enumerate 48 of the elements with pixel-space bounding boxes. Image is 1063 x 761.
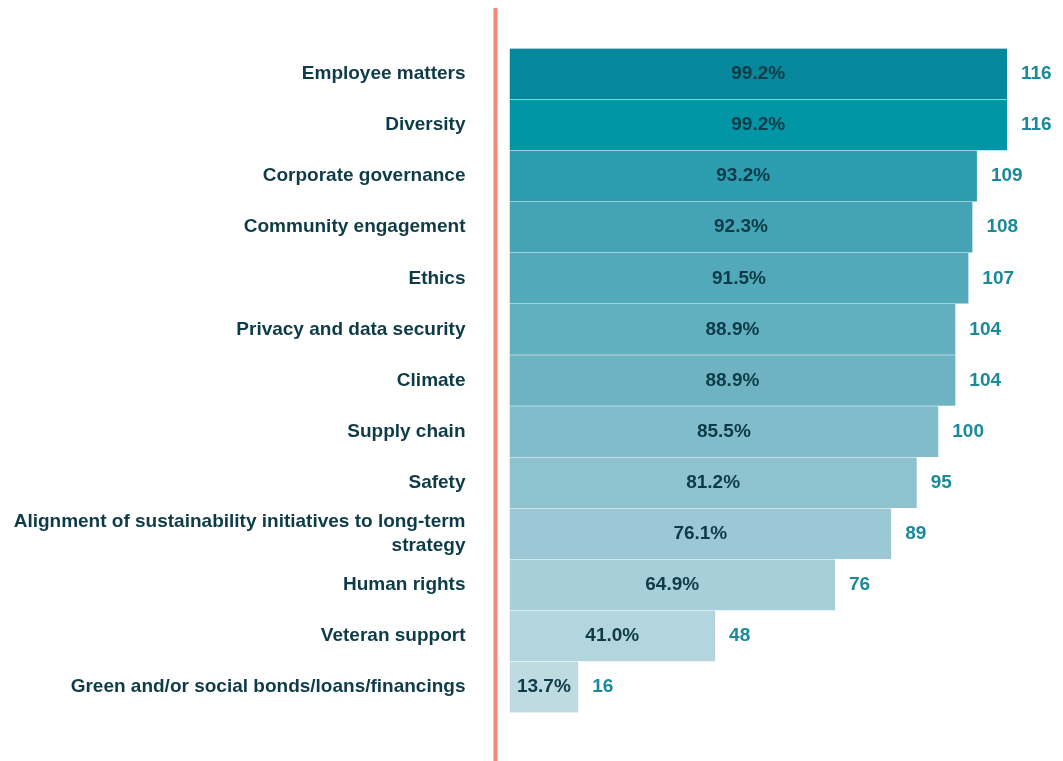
data-label: 81.2% — [686, 470, 741, 492]
bar — [509, 150, 977, 202]
bar — [509, 304, 956, 355]
y-tick-label: Veteran support — [320, 624, 467, 646]
annotation: 89 — [905, 522, 927, 544]
annotation: 116 — [1020, 113, 1052, 135]
bar — [509, 48, 1007, 100]
annotation: 16 — [592, 675, 614, 697]
annotation: 116 — [1020, 62, 1052, 84]
data-label: 85.5% — [696, 419, 751, 441]
y-tick-label: Employee matters — [301, 62, 466, 84]
y-tick-label: Ethics — [408, 266, 466, 288]
data-label: 91.5% — [712, 266, 766, 288]
annotation: 95 — [930, 470, 953, 492]
annotation: 109 — [990, 164, 1023, 186]
y-tick-label: Diversity — [385, 113, 466, 135]
y-tick-label: Corporate governance — [262, 164, 466, 186]
data-label: 92.3% — [714, 215, 768, 237]
y-tick-label: Supply chain — [347, 419, 466, 441]
y-tick-label: Climate — [396, 368, 466, 390]
data-label: 76.1% — [673, 522, 728, 544]
annotation: 107 — [982, 266, 1015, 288]
bar — [509, 99, 1007, 151]
y-tick-label: Privacy and data security — [236, 317, 466, 339]
data-label: 88.9% — [705, 368, 760, 390]
data-label: 99.2% — [731, 113, 786, 135]
y-tick-label: Community engagement — [243, 215, 467, 237]
bar — [509, 406, 939, 457]
bar — [509, 457, 917, 508]
y-tick-label: Human rights — [343, 573, 466, 595]
annotation: 76 — [848, 573, 871, 595]
data-label: 64.9% — [645, 573, 700, 595]
y-tick-label: Green and/or social bonds/loans/financings — [70, 675, 466, 697]
annotation: 48 — [729, 624, 751, 646]
data-label: 88.9% — [705, 317, 760, 339]
bar — [509, 355, 956, 406]
data-label: 41.0% — [585, 624, 640, 646]
annotation: 104 — [969, 368, 1002, 390]
bar — [509, 253, 969, 304]
annotation: 104 — [969, 317, 1002, 339]
data-label: 99.2% — [731, 62, 786, 84]
y-tick-label: Safety — [408, 470, 466, 492]
y-tick-label: Alignment of sustainability initiatives to long-term strategy — [13, 509, 466, 556]
bar — [509, 201, 973, 253]
data-label: 93.2% — [716, 164, 771, 186]
data-label: 13.7% — [516, 675, 571, 697]
annotation: 100 — [952, 419, 984, 441]
annotation: 108 — [986, 215, 1019, 237]
